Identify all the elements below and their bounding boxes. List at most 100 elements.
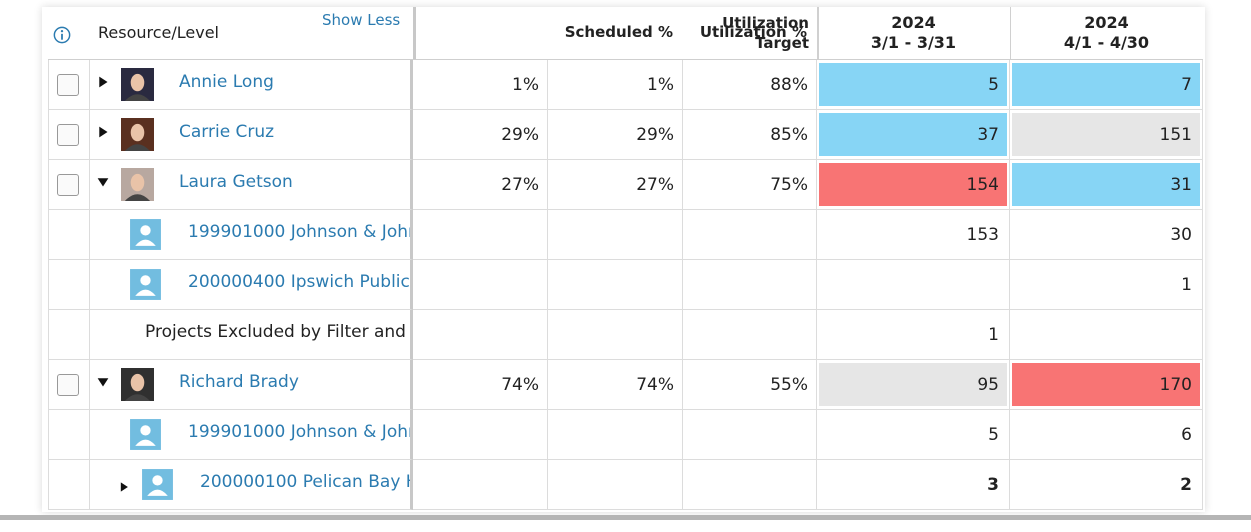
info-icon xyxy=(52,25,72,45)
resource-name[interactable]: Annie Long xyxy=(179,72,274,92)
cell xyxy=(48,160,90,210)
value-cell xyxy=(548,260,683,310)
month-cell: 5 xyxy=(817,410,1010,460)
project-icon xyxy=(140,467,175,502)
value-cell-target: 88% xyxy=(683,60,817,110)
value-cell-utilization: 27% xyxy=(548,160,683,210)
resource-name[interactable]: Laura Getson xyxy=(179,172,293,192)
project-name[interactable]: 200000100 Pelican Bay Ho xyxy=(200,472,413,492)
resource-name[interactable]: Richard Brady xyxy=(179,372,299,392)
project-avatar xyxy=(128,417,163,452)
row-border-left xyxy=(48,310,49,360)
month-value: 2 xyxy=(1180,474,1192,495)
expand-toggle[interactable] xyxy=(96,374,110,388)
avatar-photo xyxy=(121,118,154,151)
header-resource: Resource/Level xyxy=(98,23,219,42)
month-value: 3 xyxy=(987,474,999,495)
value-cell-scheduled: 74% xyxy=(413,360,548,410)
value-cell xyxy=(683,210,817,260)
cell xyxy=(48,260,90,310)
row-border-left xyxy=(48,60,49,110)
month-cell: 31 xyxy=(1010,160,1203,210)
month-cell: 7 xyxy=(1010,60,1203,110)
cell xyxy=(48,210,90,260)
value-cell xyxy=(548,310,683,360)
resource-cell: Annie Long xyxy=(90,60,413,110)
month-value: 37 xyxy=(819,113,1007,156)
info-svg xyxy=(53,26,71,44)
value-cell-scheduled: 27% xyxy=(413,160,548,210)
month-value: 153 xyxy=(966,224,999,245)
value-cell-target: 85% xyxy=(683,110,817,160)
month-value: 95 xyxy=(819,363,1007,406)
value-cell xyxy=(683,410,817,460)
value-cell-target: 55% xyxy=(683,360,817,410)
project-name[interactable]: 200000400 Ipswich Public L xyxy=(188,272,413,292)
month-cell: 153 xyxy=(817,210,1010,260)
checkbox[interactable] xyxy=(57,374,79,396)
month-value: 5 xyxy=(988,424,999,445)
checkbox[interactable] xyxy=(57,174,79,196)
value-cell-scheduled: 1% xyxy=(413,60,548,110)
value-cell-target: 75% xyxy=(683,160,817,210)
expand-toggle[interactable] xyxy=(96,124,110,138)
resource-cell: Richard Brady xyxy=(90,360,413,410)
table-card: Resource/Level Show Less Scheduled % Utiliz… xyxy=(42,7,1205,512)
header-target-line: Utilization xyxy=(722,14,809,32)
value-cell xyxy=(683,310,817,360)
resource-cell: 199901000 Johnson & John xyxy=(90,210,413,260)
cell xyxy=(48,60,90,110)
expand-toggle[interactable] xyxy=(96,174,110,188)
project-icon xyxy=(128,217,163,252)
triangle xyxy=(97,378,109,387)
value-cell-utilization: 29% xyxy=(548,110,683,160)
value-cell xyxy=(548,410,683,460)
header-divider xyxy=(413,7,416,60)
checkbox[interactable] xyxy=(57,74,79,96)
project-avatar xyxy=(140,467,175,502)
cell xyxy=(48,310,90,360)
value-cell xyxy=(413,460,548,510)
project-name[interactable]: 199901000 Johnson & John xyxy=(188,422,413,442)
value-cell xyxy=(683,460,817,510)
month-year: 2024 xyxy=(891,13,936,32)
resource-cell: Carrie Cruz xyxy=(90,110,413,160)
month-year: 2024 xyxy=(1084,13,1129,32)
month-value: 1 xyxy=(1181,274,1192,295)
month-cell: 30 xyxy=(1010,210,1203,260)
row-border-left xyxy=(48,210,49,260)
value-cell xyxy=(413,210,548,260)
value-cell xyxy=(413,260,548,310)
month-cell: 1 xyxy=(1010,260,1203,310)
cell xyxy=(48,410,90,460)
row-border-left xyxy=(48,410,49,460)
project-avatar xyxy=(128,267,163,302)
month-value: 170 xyxy=(1012,363,1200,406)
month-cell xyxy=(817,260,1010,310)
month-cell: 154 xyxy=(817,160,1010,210)
header-utilization: Utilization % xyxy=(699,23,807,41)
expand-toggle[interactable] xyxy=(96,74,110,88)
show-less[interactable]: Show Less xyxy=(322,11,401,29)
resource-name[interactable]: Carrie Cruz xyxy=(179,122,275,142)
month-range: 4/1 - 4/30 xyxy=(1063,33,1150,52)
avatar xyxy=(121,168,154,201)
row-border-left xyxy=(48,460,49,510)
header-divider xyxy=(817,7,819,60)
header-target-line: Target xyxy=(755,34,809,52)
cell xyxy=(48,110,90,160)
month-value: 6 xyxy=(1181,424,1192,445)
expand-toggle[interactable] xyxy=(118,478,130,492)
value-cell-scheduled: 29% xyxy=(413,110,548,160)
checkbox[interactable] xyxy=(57,124,79,146)
project-name[interactable]: 199901000 Johnson & John xyxy=(188,222,413,242)
month-cell: 151 xyxy=(1010,110,1203,160)
month-cell: 6 xyxy=(1010,410,1203,460)
month-range: 3/1 - 3/31 xyxy=(870,33,957,52)
row-border-left xyxy=(48,360,49,410)
month-value: 30 xyxy=(1170,224,1192,245)
avatar-photo xyxy=(121,168,154,201)
header-target: Utilization Target xyxy=(617,13,809,57)
triangle xyxy=(120,482,128,492)
